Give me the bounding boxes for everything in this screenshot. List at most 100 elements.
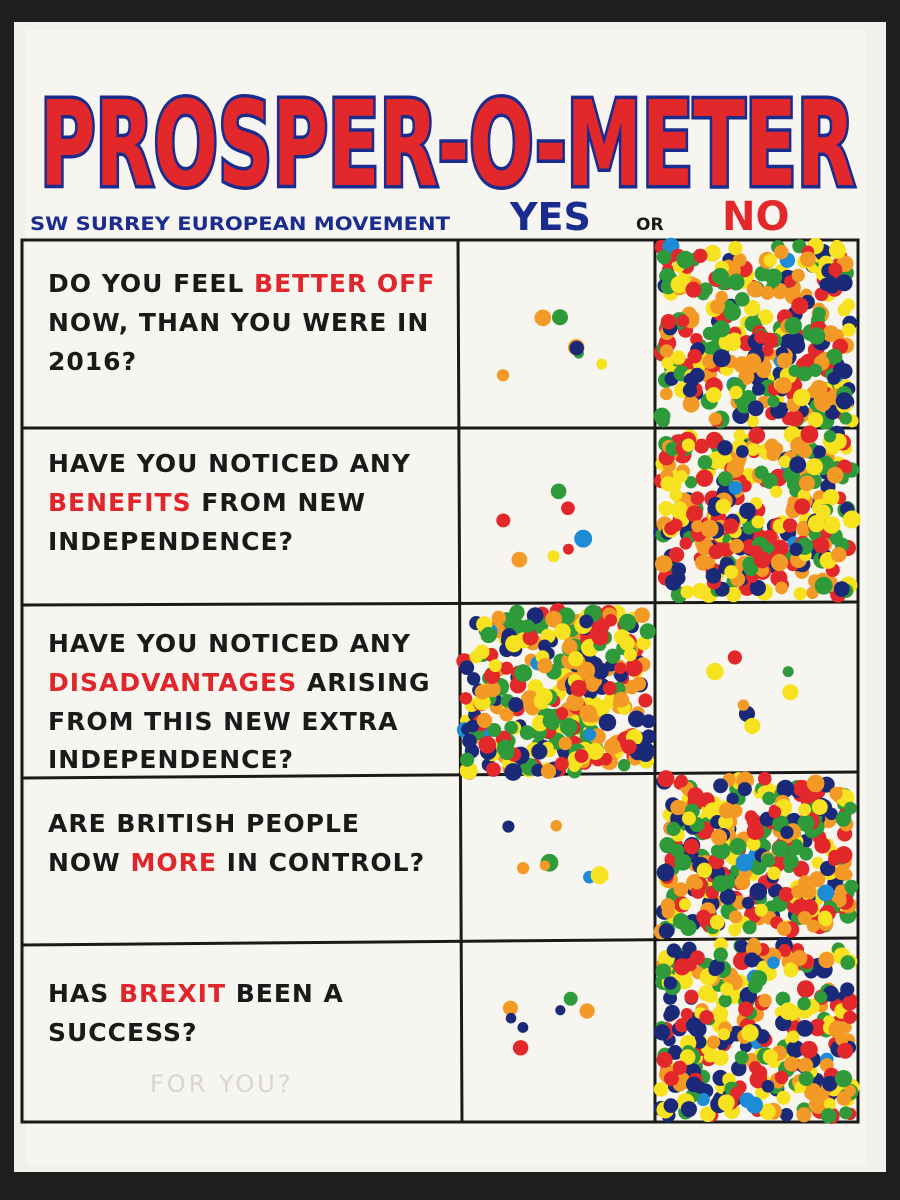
sticker-dot (700, 519, 719, 538)
sticker-dot (696, 862, 713, 878)
question-after: BEEN A SUCCESS? (48, 979, 344, 1047)
sticker-dot (746, 822, 765, 840)
sticker-dot (801, 875, 815, 889)
sticker-dot (692, 1035, 707, 1049)
sticker-dot (690, 950, 705, 966)
question-after: ARISING FROM THIS NEW EXTRA INDEPENDENCE… (48, 667, 431, 775)
sticker-dot (713, 947, 728, 962)
sticker-dot (488, 659, 502, 673)
sticker-dot (634, 607, 650, 623)
sticker-dot (704, 244, 722, 262)
sticker-dot (748, 1061, 762, 1074)
sticker-dot (526, 607, 544, 624)
sticker-dot (663, 976, 678, 990)
sticker-dot (681, 438, 696, 452)
sticker-dot (788, 364, 801, 377)
sticker-dot (561, 501, 575, 516)
sticker-dot (784, 316, 802, 335)
sticker-dot (835, 274, 853, 292)
sticker-dot (840, 868, 853, 881)
sticker-dot (677, 973, 693, 990)
sticker-dot (698, 985, 715, 1002)
sticker-dot (476, 712, 493, 729)
sticker-dot (514, 664, 533, 683)
sticker-dot (653, 407, 671, 425)
sticker-dot (819, 277, 833, 291)
sticker-dot (806, 919, 820, 933)
sticker-dot (728, 923, 742, 937)
sticker-dot (778, 455, 792, 468)
sticker-dot (613, 691, 630, 708)
sticker-dot (736, 445, 749, 458)
question-before: DO YOU FEEL (48, 269, 255, 298)
sticker-dot (842, 510, 861, 529)
sticker-dot (684, 989, 699, 1004)
sticker-dot (820, 1108, 837, 1124)
title: PROSPER-O-METER (40, 75, 855, 213)
sticker-dot (828, 1020, 847, 1039)
sticker-dot (670, 799, 686, 816)
sticker-dot (739, 479, 752, 493)
sticker-dot (558, 736, 572, 751)
sticker-dot (791, 268, 805, 283)
sticker-dot (504, 763, 522, 781)
sticker-dot (656, 249, 672, 265)
sticker-dot (708, 544, 724, 560)
grid (20, 238, 860, 1124)
sticker-dot (715, 498, 731, 514)
sticker-dot (694, 1081, 707, 1094)
sticker-dot (841, 323, 856, 337)
sticker-dot (617, 758, 631, 772)
sticker-dot (735, 853, 754, 872)
sticker-dot (690, 877, 704, 890)
sticker-dot (822, 516, 841, 534)
sticker-dot (502, 820, 515, 833)
sticker-dot (814, 576, 833, 595)
sticker-dot (746, 443, 760, 456)
sticker-dot (614, 662, 627, 675)
sticker-dot (749, 579, 766, 597)
sticker-dot (813, 537, 830, 554)
sticker-dot (756, 363, 772, 379)
sticker-dot (736, 398, 752, 414)
sticker-dot (462, 733, 477, 749)
sticker-dot (749, 882, 768, 901)
sticker-dot (623, 648, 638, 662)
sticker-dot (835, 811, 852, 827)
sticker-dot (831, 546, 847, 563)
sticker-dot (574, 749, 589, 763)
sticker-dot (542, 712, 560, 730)
sticker-dot (737, 782, 752, 797)
sticker-dot (680, 585, 694, 599)
or-label: OR (636, 215, 664, 235)
sticker-dot (687, 348, 702, 364)
sticker-dot (828, 262, 843, 277)
sticker-dot (729, 910, 743, 924)
sticker-dot (726, 460, 744, 478)
sticker-dot (570, 679, 588, 697)
sticker-dot (822, 325, 840, 343)
sticker-dot (746, 281, 764, 298)
sticker-dot (762, 1049, 778, 1065)
sticker-dot (618, 613, 637, 632)
sticker-dot (538, 639, 552, 653)
sticker-dot (599, 752, 613, 766)
sticker-dot (679, 1049, 696, 1065)
sticker-dot (671, 500, 688, 518)
sticker-dot (666, 821, 681, 836)
sticker-dot (823, 430, 837, 443)
sticker-dot (698, 282, 713, 297)
sticker-dot (718, 802, 736, 819)
sticker-dot (793, 587, 807, 601)
sticker-dot (800, 1040, 818, 1059)
sticker-dot (708, 963, 722, 977)
sticker-dot (738, 1001, 754, 1017)
sticker-dot (712, 1049, 729, 1066)
sticker-dot (713, 778, 728, 794)
sticker-dot (734, 291, 750, 307)
sticker-dot (719, 888, 737, 905)
sticker-dot (661, 356, 674, 370)
sticker-dot (550, 483, 567, 500)
